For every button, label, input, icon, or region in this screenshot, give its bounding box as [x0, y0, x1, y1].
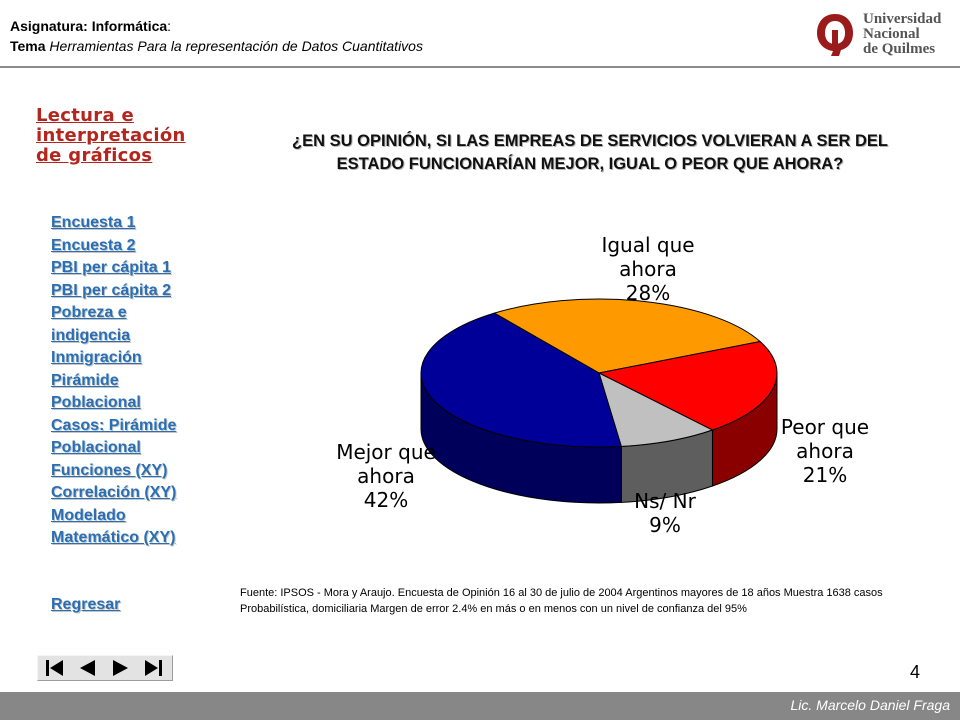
- footer: Lic. Marcelo Daniel Fraga: [0, 692, 960, 720]
- nav-link-funciones-xy[interactable]: Funciones (XY): [51, 461, 168, 479]
- last-slide-icon: [145, 660, 162, 676]
- sidebar-nav: Encuesta 1 Encuesta 2 PBI per cápita 1 P…: [51, 212, 241, 550]
- topic-label: Tema: [10, 38, 46, 54]
- page-number: 4: [910, 662, 921, 682]
- subject-label: Asignatura:: [10, 18, 92, 34]
- pie-label-peor: Peor que ahora 21%: [780, 415, 870, 487]
- nav-link-encuesta-2[interactable]: Encuesta 2: [51, 236, 136, 254]
- nav-link-piramide-poblacional[interactable]: Pirámide Poblacional: [51, 371, 141, 412]
- nav-link-pbi-per-capita-1[interactable]: PBI per cápita 1: [51, 259, 172, 276]
- logo-text: Universidad Nacional de Quilmes: [863, 11, 942, 57]
- pie-slice-0: [493, 298, 762, 374]
- chart-question: ¿EN SU OPINIÓN, SI LAS EMPREAS DE SERVIC…: [292, 132, 888, 173]
- nav-link-pbi-per-capita-2[interactable]: PBI per cápita 2: [51, 281, 172, 299]
- footer-author: Lic. Marcelo Daniel Fraga: [790, 697, 950, 713]
- nav-link-casos-piramide[interactable]: Casos: Pirámide Poblacional: [51, 416, 177, 457]
- topic-line: Tema Herramientas Para la representación…: [10, 38, 423, 54]
- section-title: Lectura e interpretación de gráficos: [36, 105, 186, 166]
- source-note: Fuente: IPSOS - Mora y Araujo. Encuesta …: [240, 587, 883, 615]
- subject-value: Informática: [91, 18, 168, 34]
- subject-line: Asignatura: Informática:: [10, 18, 171, 34]
- pie-slice-3: [420, 312, 622, 448]
- last-slide-button[interactable]: [137, 656, 170, 680]
- previous-slide-icon: [80, 660, 95, 676]
- university-logo: Universidad Nacional de Quilmes: [813, 10, 953, 60]
- nav-link-correlacion-xy[interactable]: Correlación (XY): [51, 484, 177, 501]
- pie-label-igual: Igual que ahora 28%: [601, 233, 695, 305]
- first-slide-button[interactable]: [38, 656, 71, 680]
- subject-suffix: :: [167, 18, 172, 34]
- topic-value: Herramientas Para la representación de D…: [45, 38, 423, 54]
- pie-label-mejor: Mejor que ahora 42%: [336, 440, 436, 512]
- header-divider: [0, 66, 960, 68]
- nav-link-pobreza-indigencia[interactable]: Pobreza e indigencia: [51, 304, 131, 344]
- slide-navigation: [37, 655, 173, 681]
- previous-slide-button[interactable]: [71, 656, 104, 680]
- first-slide-icon: [46, 660, 63, 676]
- pie-label-ns-nr: Ns/ Nr 9%: [634, 489, 696, 537]
- pie-slice-1: [597, 340, 778, 431]
- header: Asignatura: Informática: Tema Herramient…: [0, 0, 960, 66]
- nav-link-modelado-matematico[interactable]: Modelado Matemático (XY): [51, 506, 176, 547]
- next-slide-icon: [113, 660, 128, 676]
- pie-slice-2: [598, 372, 714, 447]
- pie-chart-svg: [420, 298, 778, 504]
- pie-chart: Igual que ahora 28% Peor que ahora 21% N…: [300, 215, 900, 545]
- nav-link-encuesta-1[interactable]: Encuesta 1: [51, 214, 136, 231]
- university-seal-icon: [817, 14, 853, 56]
- nav-link-inmigracion[interactable]: Inmigración: [51, 349, 142, 366]
- next-slide-button[interactable]: [104, 656, 137, 680]
- back-link[interactable]: Regresar: [51, 596, 121, 613]
